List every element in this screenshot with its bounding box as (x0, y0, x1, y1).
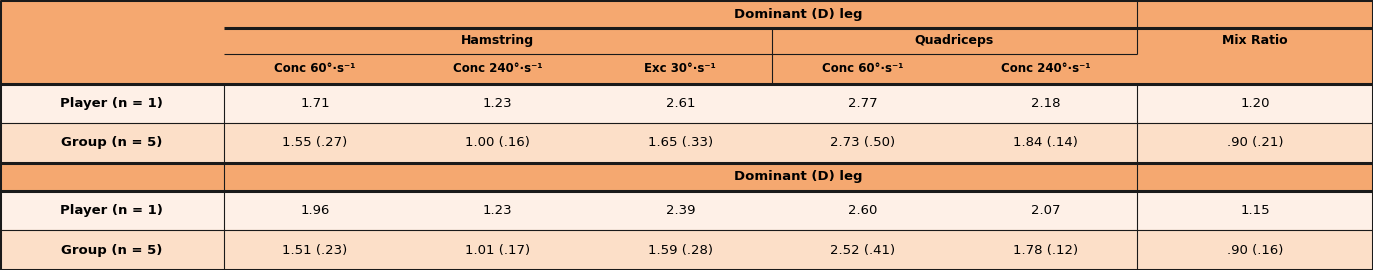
Bar (0, 28, 1373, 54)
Text: Group (n = 5): Group (n = 5) (62, 244, 162, 257)
Text: .90 (.16): .90 (.16) (1226, 244, 1284, 257)
Text: .90 (.21): .90 (.21) (1226, 137, 1284, 150)
Text: Player (n = 1): Player (n = 1) (60, 97, 163, 110)
Text: 1.71: 1.71 (301, 97, 330, 110)
Text: 2.77: 2.77 (849, 97, 877, 110)
Text: 2.52 (.41): 2.52 (.41) (831, 244, 895, 257)
Text: Dominant (D) leg: Dominant (D) leg (735, 8, 862, 21)
Text: 1.01 (.17): 1.01 (.17) (465, 244, 530, 257)
Text: 2.61: 2.61 (666, 97, 695, 110)
Bar (0, 191, 1373, 231)
Bar (0, 0, 1373, 28)
Bar (0, 123, 1373, 163)
Text: Dominant (D) leg: Dominant (D) leg (735, 170, 862, 183)
Bar (0, 163, 1373, 191)
Text: 1.23: 1.23 (483, 97, 512, 110)
Text: Conc 240°·s⁻¹: Conc 240°·s⁻¹ (453, 62, 542, 75)
Text: 2.60: 2.60 (849, 204, 877, 217)
Text: 1.65 (.33): 1.65 (.33) (648, 137, 713, 150)
Text: Mix Ratio: Mix Ratio (1222, 34, 1288, 48)
Text: 2.39: 2.39 (666, 204, 695, 217)
Text: Group (n = 5): Group (n = 5) (62, 137, 162, 150)
Text: 2.18: 2.18 (1031, 97, 1060, 110)
Text: 1.84 (.14): 1.84 (.14) (1013, 137, 1078, 150)
Text: Hamstring: Hamstring (461, 34, 534, 48)
Text: 1.20: 1.20 (1240, 97, 1270, 110)
Text: 2.07: 2.07 (1031, 204, 1060, 217)
Bar (0, 54, 1373, 84)
Text: Exc 30°·s⁻¹: Exc 30°·s⁻¹ (644, 62, 717, 75)
Bar (0, 231, 1373, 270)
Bar (0, 84, 1373, 123)
Text: Conc 60°·s⁻¹: Conc 60°·s⁻¹ (275, 62, 356, 75)
Text: 1.59 (.28): 1.59 (.28) (648, 244, 713, 257)
Text: 1.15: 1.15 (1240, 204, 1270, 217)
Text: 1.96: 1.96 (301, 204, 330, 217)
Text: 1.23: 1.23 (483, 204, 512, 217)
Text: Quadriceps: Quadriceps (914, 34, 994, 48)
Text: 1.55 (.27): 1.55 (.27) (283, 137, 347, 150)
Text: 1.78 (.12): 1.78 (.12) (1013, 244, 1078, 257)
Text: 1.51 (.23): 1.51 (.23) (283, 244, 347, 257)
Text: 1.00 (.16): 1.00 (.16) (465, 137, 530, 150)
Text: Player (n = 1): Player (n = 1) (60, 204, 163, 217)
Text: 2.73 (.50): 2.73 (.50) (831, 137, 895, 150)
Text: Conc 240°·s⁻¹: Conc 240°·s⁻¹ (1001, 62, 1090, 75)
Text: Conc 60°·s⁻¹: Conc 60°·s⁻¹ (822, 62, 903, 75)
